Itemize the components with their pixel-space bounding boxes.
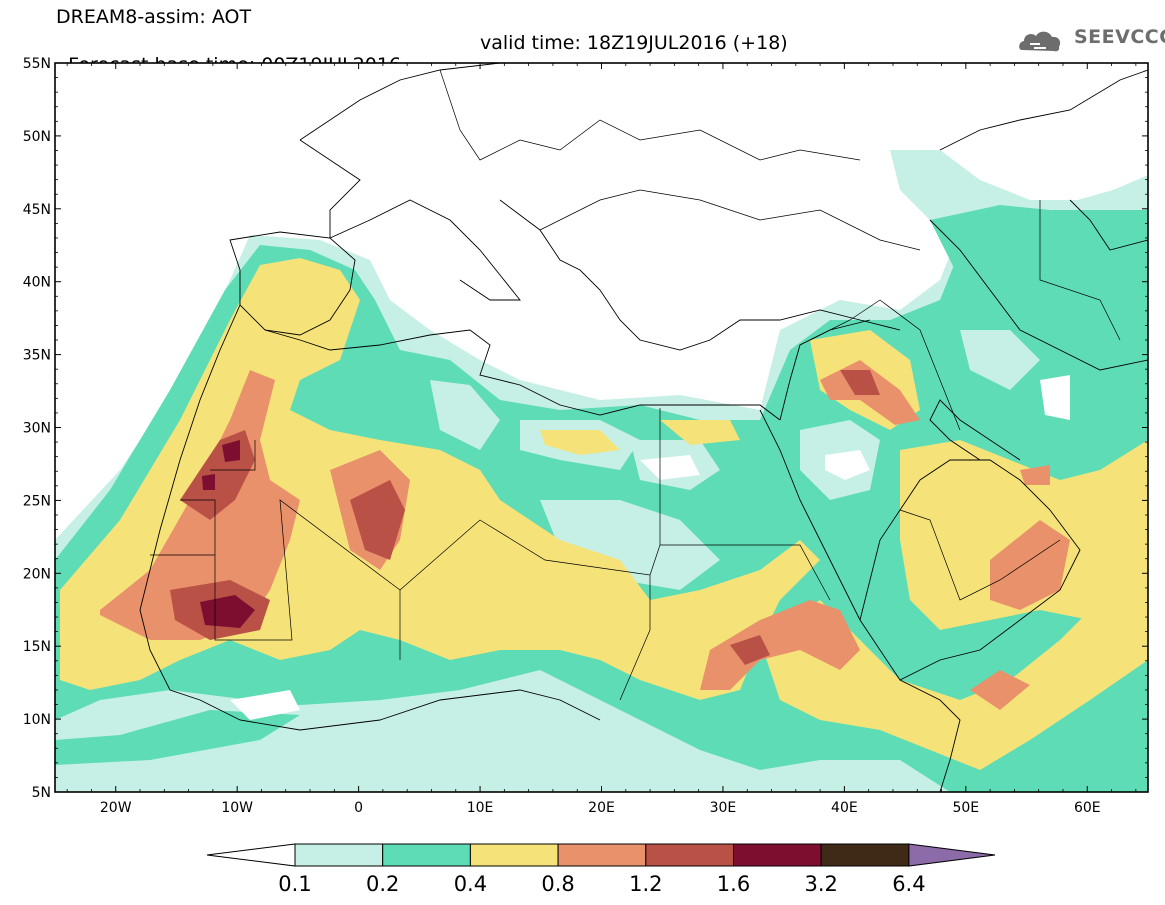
colorbar-segment: [294, 843, 384, 867]
lat-tick-label: 20N: [23, 566, 51, 582]
colorbar-segment: [557, 843, 647, 867]
valid-time-label: valid time: 18Z19JUL2016 (+18): [480, 32, 788, 54]
colorbar-segment: [382, 843, 471, 867]
colorbar-segment: [469, 843, 559, 867]
colorbar-level-label: 6.4: [892, 872, 926, 896]
colorbar-level-label: 3.2: [804, 872, 838, 896]
lat-tick-label: 45N: [23, 202, 51, 218]
colorbar-segment: [645, 843, 734, 867]
lat-tick-label: 35N: [23, 348, 51, 364]
logo-text: SEEVCCC: [1074, 26, 1165, 48]
lon-tick-label: 20W: [100, 800, 132, 816]
lat-tick-label: 5N: [32, 785, 51, 801]
colorbar-level-label: 1.2: [629, 872, 663, 896]
lat-tick-label: 55N: [23, 56, 51, 72]
lon-tick-label: 10W: [221, 800, 253, 816]
latitude-axis: 55N 50N 45N 40N 35N 30N 25N 20N 15N 10N 5N: [23, 56, 1148, 801]
lat-tick-label: 30N: [23, 421, 51, 437]
colorbar-level-label: 1.6: [716, 872, 751, 896]
colorbar-lower-extension: [206, 843, 296, 867]
lon-tick-label: 10E: [467, 800, 494, 816]
colorbar-level-label: 0.8: [541, 872, 575, 896]
colorbar-segment: [820, 843, 910, 867]
colorbar: [206, 843, 996, 867]
lon-tick-label: 20E: [588, 800, 615, 816]
colorbar-level-label: 0.4: [453, 872, 488, 896]
cloud-icon: [1019, 31, 1061, 52]
map-title: DREAM8-assim: AOT: [56, 6, 252, 28]
colorbar-segment: [733, 843, 822, 867]
coastlines: [139, 63, 1148, 792]
lon-tick-label: 60E: [1074, 800, 1101, 816]
longitude-axis: 20W 10W 0 10E 20E 30E 40E 50E 60E: [66, 63, 1137, 816]
aot-fields: [55, 150, 1148, 792]
lon-tick-label: 50E: [952, 800, 979, 816]
lat-tick-label: 50N: [23, 129, 51, 145]
lat-tick-label: 40N: [23, 275, 51, 291]
lat-tick-label: 10N: [23, 712, 51, 728]
lon-tick-label: 30E: [710, 800, 737, 816]
lon-tick-label: 0: [354, 800, 363, 816]
lat-tick-label: 15N: [23, 639, 51, 655]
colorbar-upper-extension: [908, 843, 996, 867]
lon-tick-label: 40E: [831, 800, 858, 816]
lat-tick-label: 25N: [23, 493, 51, 509]
borders: [150, 69, 1121, 701]
colorbar-level-label: 0.1: [278, 872, 312, 896]
colorbar-level-label: 0.2: [365, 872, 400, 896]
